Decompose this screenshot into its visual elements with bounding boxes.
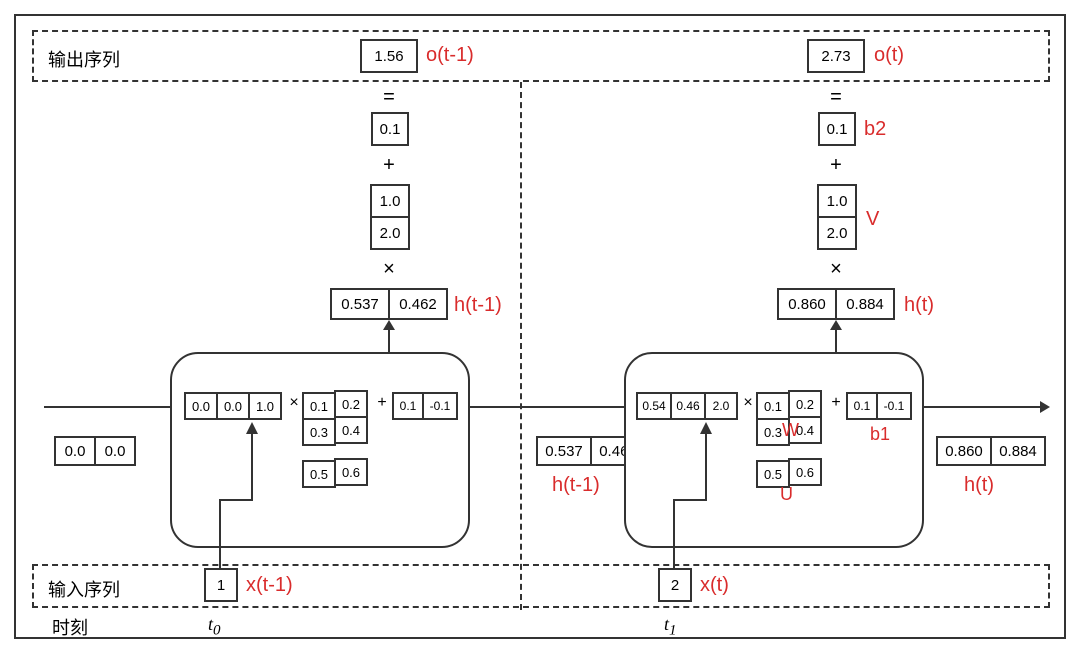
times-t0-upper: ×	[379, 258, 399, 281]
W-label: W	[782, 420, 799, 441]
x-t-arrow	[670, 420, 720, 570]
plus-t1-upper: +	[826, 154, 846, 177]
h-t-mid-label: h(t)	[964, 474, 994, 497]
time-label: 时刻	[52, 614, 88, 640]
W-t0: 0.10.2 0.30.4 0.50.6	[302, 392, 368, 488]
h-t-mid: 0.860 0.884	[936, 436, 1046, 466]
eq-t1: =	[826, 86, 846, 109]
V-t0: 1.0 2.0	[370, 184, 410, 250]
h-init: 0.0 0.0	[54, 436, 136, 466]
diagram-canvas: 输出序列 输入序列 时刻 t0 t1 1.56 o(t-1) = 0.1 + 1…	[14, 14, 1066, 639]
b2-t1: 0.1	[818, 112, 856, 146]
o-t-label: o(t)	[874, 44, 904, 67]
U-label: U	[780, 484, 793, 505]
input-seq-box	[32, 564, 1050, 608]
x-t-label: x(t)	[700, 574, 729, 597]
b2-t0: 0.1	[371, 112, 409, 146]
separator-line	[520, 82, 522, 610]
concat-t1: 0.54 0.46 2.0	[636, 392, 738, 420]
h-tm1-mid-label: h(t-1)	[552, 474, 600, 497]
o-tm1-label: o(t-1)	[426, 44, 474, 67]
h-t-top-label: h(t)	[904, 294, 934, 317]
plus-t0-upper: +	[379, 154, 399, 177]
concat-t0: 0.0 0.0 1.0	[184, 392, 282, 420]
t1-label: t1	[664, 614, 677, 640]
b2-label: b2	[864, 118, 886, 141]
x-tm1-label: x(t-1)	[246, 574, 293, 597]
b1-t0: 0.1 -0.1	[392, 392, 458, 420]
output-o-tm1: 1.56	[360, 39, 418, 73]
V-label: V	[866, 208, 879, 231]
plus-t1-inner: +	[826, 394, 846, 412]
x-tm1-arrow	[216, 420, 266, 570]
output-seq-label: 输出序列	[48, 46, 120, 72]
output-o-t: 2.73	[807, 39, 865, 73]
V-t1: 1.0 2.0	[817, 184, 857, 250]
times-t0-inner: ×	[284, 394, 304, 412]
h-t-top: 0.860 0.884	[777, 288, 895, 320]
times-t1-inner: ×	[738, 394, 758, 412]
input-x-tm1: 1	[204, 568, 238, 602]
out-arrow-t1	[835, 322, 837, 352]
eq-t0: =	[379, 86, 399, 109]
out-arrow-t0	[388, 322, 390, 352]
h-tm1-top: 0.537 0.462	[330, 288, 448, 320]
input-x-t: 2	[658, 568, 692, 602]
b1-t1: 0.1 -0.1	[846, 392, 912, 420]
b1-label: b1	[870, 424, 890, 445]
times-t1-upper: ×	[826, 258, 846, 281]
h-tm1-top-label: h(t-1)	[454, 294, 502, 317]
input-seq-label: 输入序列	[48, 576, 120, 602]
plus-t0-inner: +	[372, 394, 392, 412]
t0-label: t0	[208, 614, 221, 640]
